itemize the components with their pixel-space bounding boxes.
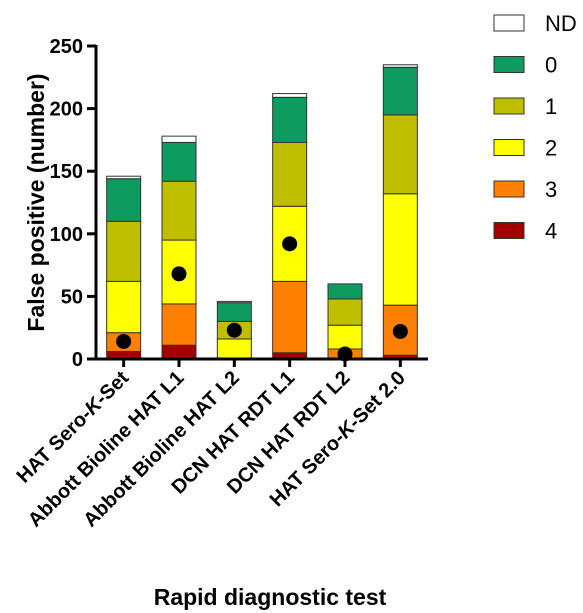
bar-segment [161,141,197,182]
bar-segment [216,300,252,304]
mean-dot [392,323,408,339]
mean-dot [282,236,298,252]
legend-swatch [493,14,525,32]
bar-segment [106,175,142,180]
bar-segment [382,114,418,195]
bar-segment [161,180,197,241]
dots-layer [116,236,408,362]
y-tick-label: 250 [50,36,83,58]
bar-segment [272,96,308,143]
bar-segment [161,303,197,346]
legend-label: 4 [545,219,557,244]
bar-segment [272,280,308,354]
bar-segment [327,324,363,350]
bar-segment [161,344,197,360]
y-tick-label: 0 [72,349,83,371]
y-ticks: 0 50 100 150 200 250 [50,36,96,371]
bar-segment [382,64,418,68]
legend-swatch [493,222,525,239]
y-tick-label: 100 [50,224,83,246]
bar-segment [106,280,142,334]
bar-segment [382,66,418,116]
bar-segment [327,283,363,300]
mean-dot [116,333,132,349]
bar-segment [327,298,363,326]
axes-layer [94,45,428,361]
legend-label: 0 [545,53,557,78]
legend-label: 3 [545,177,557,202]
bar-segment [272,93,308,98]
y-tick-label: 50 [61,286,83,308]
legend-label: 2 [545,136,557,161]
bar-segment [216,338,252,360]
bar-segment [216,302,252,322]
bar-segment [106,178,142,222]
y-tick-label: 150 [50,161,83,183]
x-axis-title: Rapid diagnostic test [154,584,387,610]
y-axis-title: False positive (number) [23,73,49,331]
legend-label: 1 [545,94,557,119]
legend-swatch [493,180,525,198]
mean-dot [171,266,187,282]
bar-segment [382,193,418,306]
legend-label: ND [545,11,577,36]
bar-segment [106,220,142,282]
legend-swatch [493,139,525,156]
bar-segment [272,141,308,207]
legend-swatch [493,56,525,73]
legend: ND 0 1 2 3 4 [493,11,577,244]
bar-segment [161,135,197,143]
bars-layer [106,64,418,360]
legend-swatch [493,97,525,115]
mean-dot [226,322,242,338]
y-tick-label: 200 [50,99,83,121]
